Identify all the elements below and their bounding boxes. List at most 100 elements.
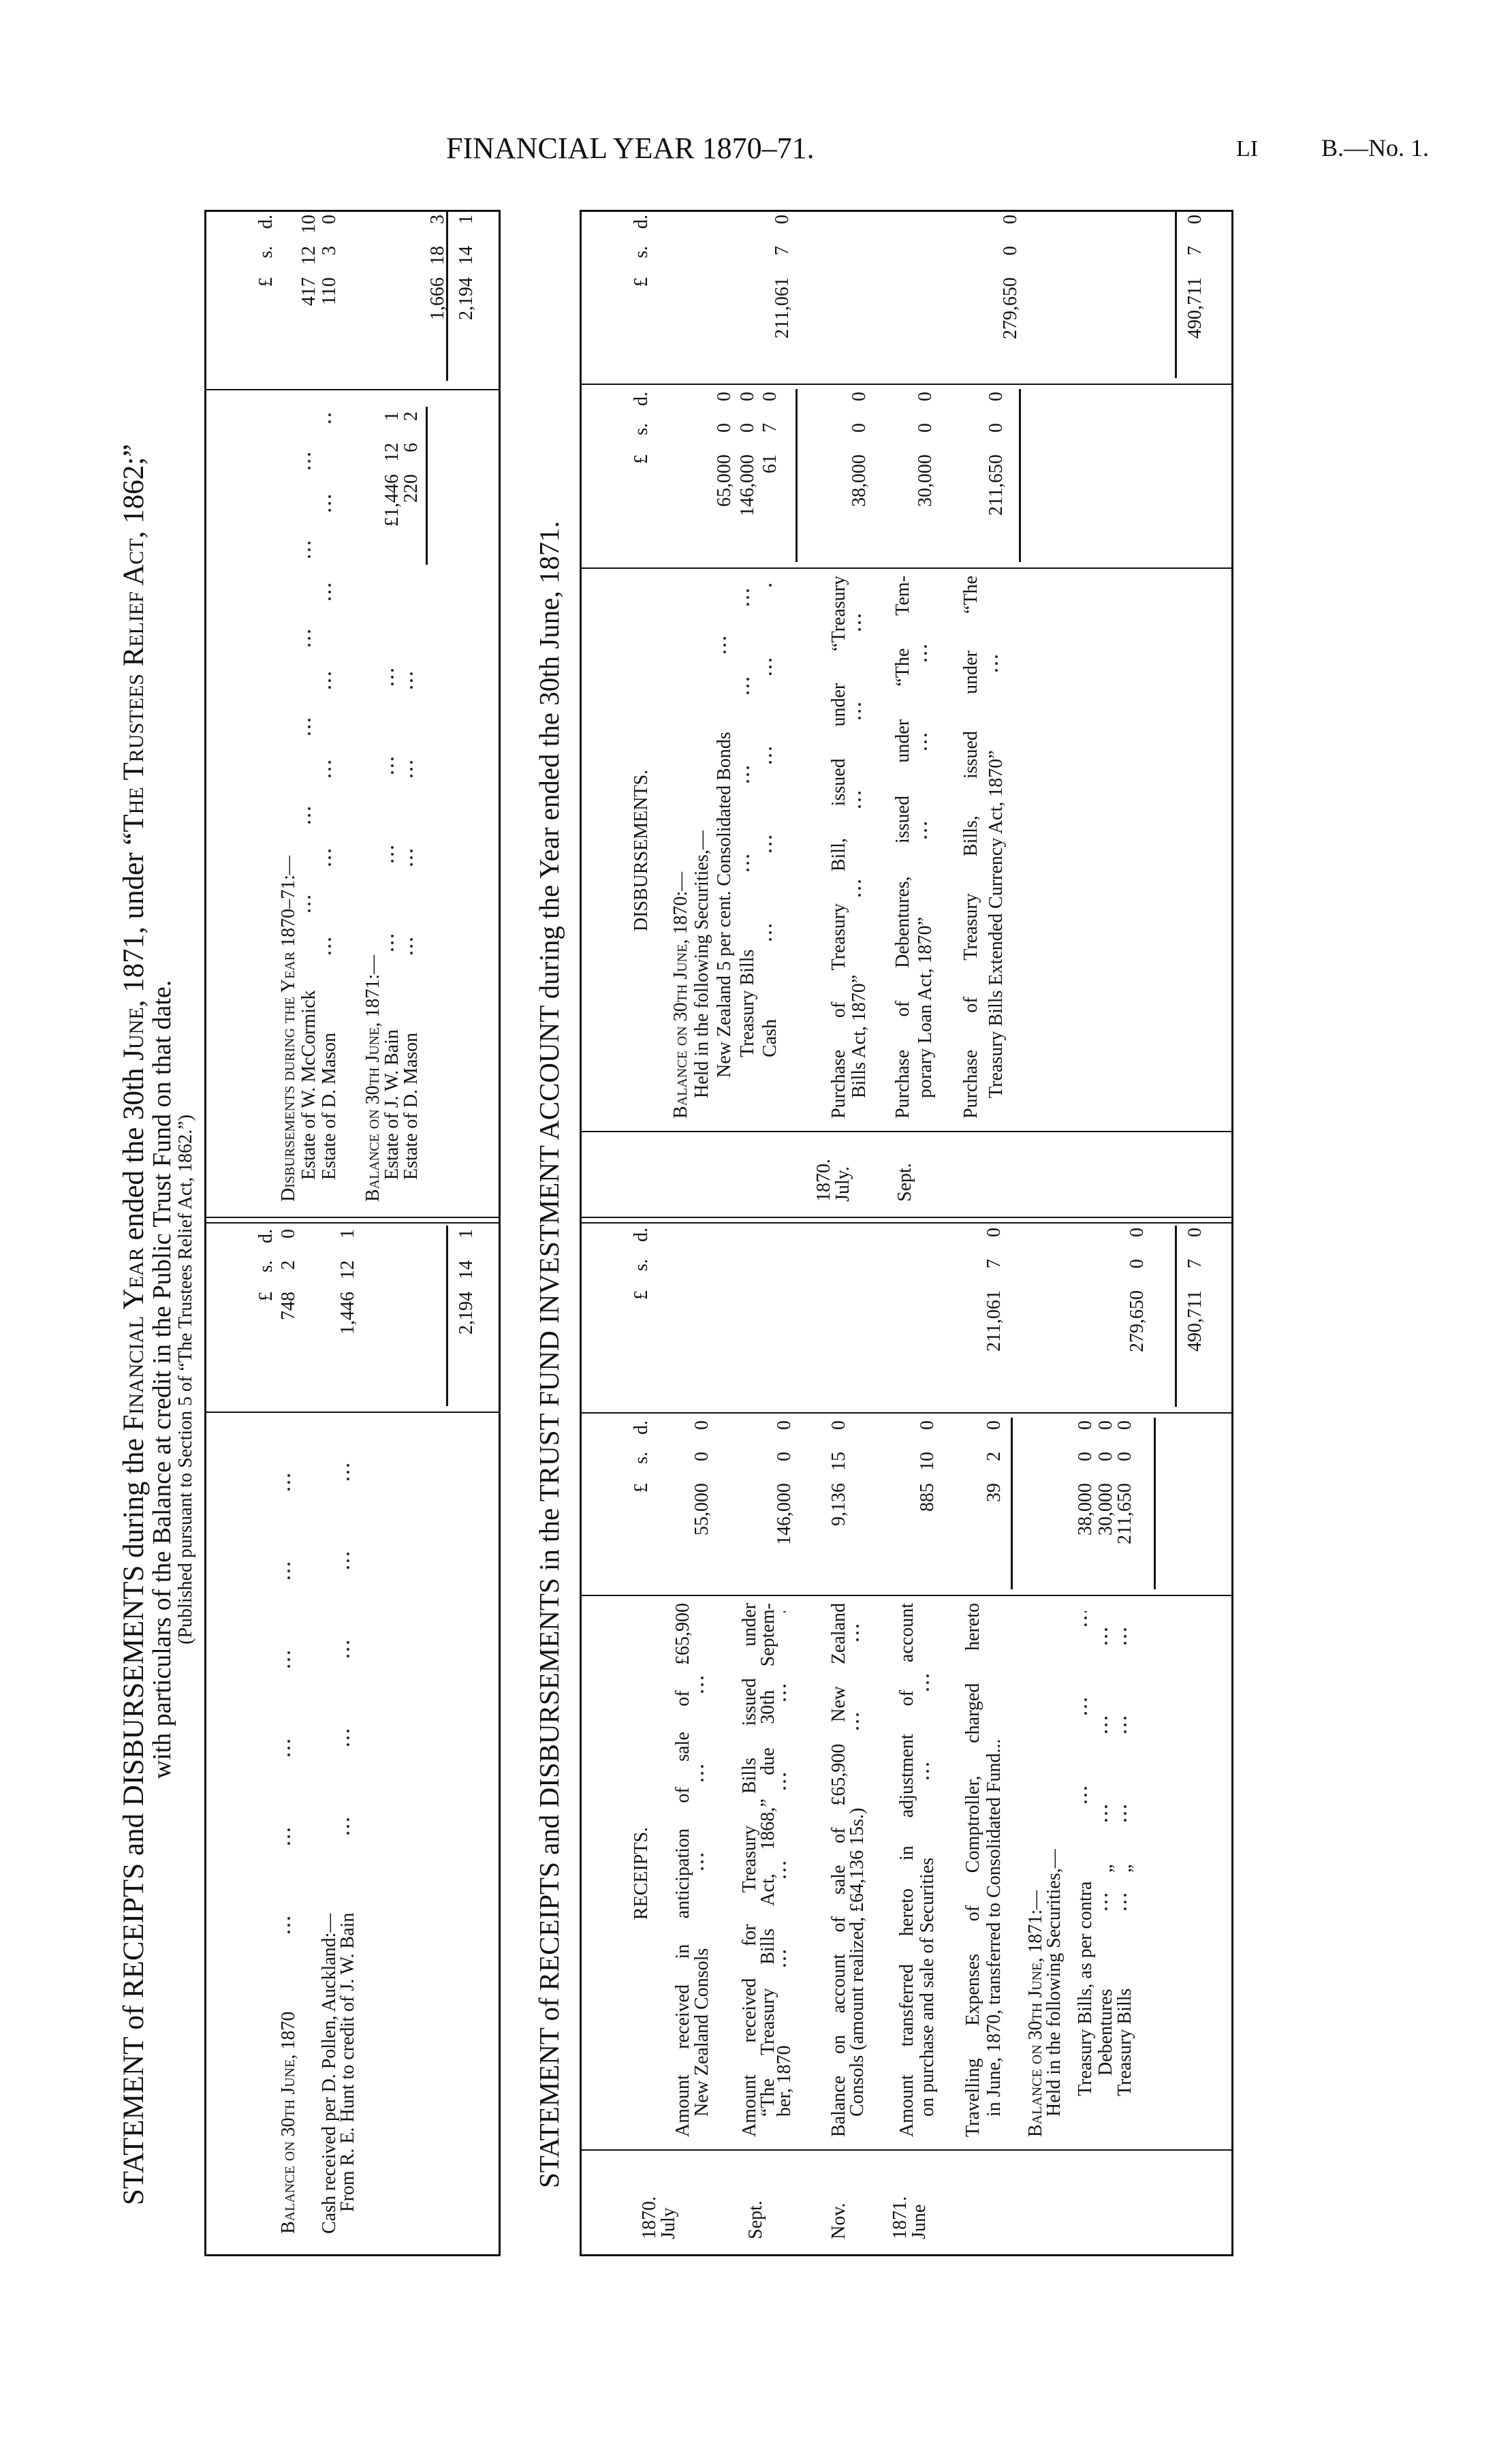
- purchase-line: Purchase of Treasury Bills, issued under…: [960, 576, 981, 1119]
- receipt-date: Sept.: [745, 2157, 766, 2239]
- receipts-heading: RECEIPTS.: [631, 1596, 652, 2151]
- disbursement-mason-text: Estate of D. Mason: [319, 1032, 340, 1180]
- disbursements-heading: DISBURSEMENTS.: [631, 569, 652, 1132]
- receipt-amount-pounds: 55,000: [691, 1483, 712, 1536]
- disbursement-mason: Estate of D. Mason: [319, 403, 340, 1180]
- receipt-line-text: New Zealand Consols: [691, 1948, 712, 2117]
- money-heading-pence: d.: [631, 1228, 652, 1242]
- opening-item-text: Treasury Bills: [737, 949, 758, 1057]
- receipt-hunt-bain-text: From R. E. Hunt to credit of J. W. Bain: [337, 1912, 358, 2212]
- receipts-total-shillings: 7: [1184, 1259, 1206, 1268]
- purchase-amount-pounds: 211,650: [986, 454, 1007, 516]
- receipt-line: Consols (amount realized, £64,136 15s.): [847, 1603, 868, 2117]
- receipt-line-text: in June, 1870, transferred to Consolidat…: [983, 1739, 1005, 2117]
- disbursement-date: Sept.: [894, 1134, 915, 1202]
- disbursements-total: 2,194 14 1: [456, 215, 477, 433]
- balance-amount-shillings: 6: [400, 443, 422, 452]
- receipt-line-text: ber, 1870: [774, 2045, 795, 2117]
- column-rule: [582, 2149, 1231, 2151]
- opening-item-amount-pounds: 61: [759, 454, 781, 473]
- balance-mason-text: Estate of D. Mason: [400, 1032, 422, 1180]
- dot-leader: [746, 584, 750, 941]
- opening-item-amount: 65,000 0 0: [714, 392, 735, 610]
- dot-leader: [926, 1611, 930, 1850]
- purchase-amount-shillings: 0: [915, 423, 936, 433]
- receipt-amount-pounds: 885: [917, 1483, 938, 1512]
- opening-balance-subheading: Held in the following Securities,—: [691, 580, 712, 1098]
- balance-item-amount-shillings: 0: [1114, 1452, 1135, 1461]
- receipts-subtotal-pence: 0: [983, 1228, 1005, 1237]
- title-part: , 1862;”: [118, 443, 150, 539]
- balance-item-text: Treasury Bills, as per contra: [1075, 1881, 1096, 2096]
- receipt-date: Nov.: [828, 2157, 849, 2239]
- column-rule: [582, 1222, 1231, 1224]
- dot-leader: [390, 616, 394, 1022]
- balance-total-pounds: 279,650: [1127, 1290, 1148, 1352]
- receipt-amount-shillings: 0: [691, 1452, 712, 1461]
- receipt-line-text: Consols (amount realized, £64,136 15s.): [847, 1807, 868, 2117]
- balance-item-amount: 38,000 0 0: [1075, 1420, 1096, 1638]
- purchases-total-pence: 0: [1000, 215, 1021, 224]
- disbursement-date-text: 1870.: [813, 1159, 834, 1202]
- opening-balance-subheading-text: Held in the following Securities,—: [691, 830, 712, 1098]
- receipt-date-text: Nov.: [828, 2202, 849, 2239]
- disbursements-heading-text: DISBURSEMENTS.: [631, 769, 652, 932]
- column-rule: [206, 1217, 499, 1218]
- receipt-date: 1870.: [639, 2157, 660, 2239]
- dot-leader: [857, 584, 862, 967]
- opening-item-amount-pence: 0: [714, 392, 735, 401]
- ditto-mark-text: „: [1114, 1864, 1135, 1873]
- disbursement-mccormick: Estate of W. McCormick: [298, 403, 319, 1180]
- balance-subtotal: 1,666 18 3: [427, 215, 448, 433]
- balance-item-amount: 211,650 0 0: [1114, 1420, 1135, 1638]
- opening-item: New Zealand 5 per cent. Consolidated Bon…: [714, 576, 735, 1078]
- balance-mason: Estate of D. Mason: [400, 608, 422, 1180]
- receipt-amount-pounds: 146,000: [774, 1483, 795, 1545]
- purchase-amount-pence: 0: [915, 392, 936, 401]
- receipt-amount-pounds: 748: [278, 1292, 299, 1320]
- ditto-mark: „: [1114, 1852, 1135, 1873]
- balance-item: Debentures: [1095, 1603, 1116, 2076]
- money-heading-shillings: s.: [255, 1260, 277, 1273]
- dot-leader: [924, 584, 928, 909]
- receipt-amount-shillings: 10: [917, 1452, 938, 1471]
- purchase-line-text: Purchase of Treasury Bill, issued under …: [828, 576, 849, 1119]
- disbursement-amount-shillings: 3: [319, 246, 340, 255]
- money-heading: £ s. d.: [631, 1420, 652, 1638]
- receipts-total-pence: 1: [456, 1229, 477, 1238]
- receipts-heading-text: RECEIPTS.: [631, 1826, 652, 1920]
- purchase-line: Purchase of Treasury Bill, issued under …: [828, 576, 849, 1119]
- balance-amount: 220 6 2: [400, 411, 422, 629]
- receipt-amount-pounds: 9,136: [828, 1483, 849, 1526]
- dot-leader: [768, 584, 772, 1011]
- disbursements-total-shillings: 7: [1184, 246, 1206, 255]
- receipt-amount-pence: 1: [337, 1229, 358, 1238]
- ditto-mark-text: „: [1095, 1864, 1116, 1873]
- receipts-subtotal: 211,061 7 0: [983, 1228, 1005, 1446]
- ditto-mark: „: [1095, 1852, 1116, 1873]
- receipt-line-text: Travelling Expenses of Comptroller, char…: [962, 1603, 983, 2137]
- receipts-total-shillings: 14: [456, 1260, 477, 1279]
- receipt-line: New Zealand Consols: [691, 1603, 712, 2117]
- title-part: STATEMENT of RECEIPTS and DISBURSEMENTS …: [118, 1431, 150, 2205]
- investment-statement-title: STATEMENT of RECEIPTS and DISBURSEMENTS …: [533, 520, 565, 2188]
- purchases-total-pounds: 279,650: [1000, 277, 1021, 339]
- trustees-statement-title: STATEMENT of RECEIPTS and DISBURSEMENTS …: [117, 444, 151, 2205]
- receipt-amount-shillings: 2: [278, 1260, 299, 1270]
- disbursements-total-pence: 0: [1184, 215, 1206, 224]
- balance-item: Treasury Bills, as per contra: [1075, 1603, 1096, 2096]
- disbursement-amount-pounds: 110: [319, 277, 340, 305]
- balance-1871-heading: Balance on 30th June, 1871:—: [362, 589, 383, 1202]
- receipt-date-text: 1871.: [889, 2196, 911, 2239]
- receipt-line: Travelling Expenses of Comptroller, char…: [962, 1603, 983, 2137]
- purchase-line-text: Purchase of Treasury Bills, issued under…: [960, 576, 981, 1119]
- receipt-date-text: July: [658, 2207, 679, 2239]
- dot-leader: [855, 1611, 860, 1800]
- dot-leader: [1123, 1611, 1127, 1980]
- dot-leader: [346, 1431, 350, 1905]
- dot-leader: [700, 1611, 704, 1940]
- money-heading-pence: d.: [255, 215, 277, 229]
- opening-item: Treasury Bills: [737, 576, 758, 1057]
- opening-item: Cash: [759, 576, 781, 1057]
- money-heading-pounds: £: [631, 1290, 652, 1300]
